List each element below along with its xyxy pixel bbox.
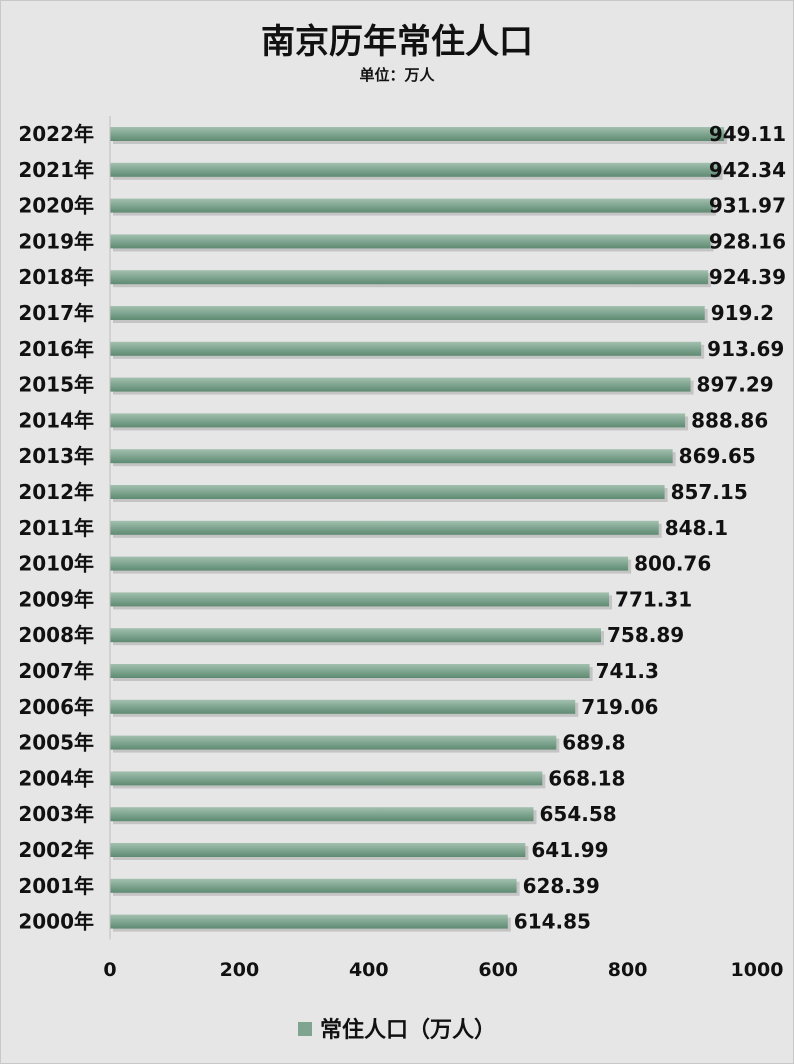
category-label: 2002年 [18, 838, 94, 862]
category-label: 2020年 [18, 194, 94, 218]
data-label: 800.76 [634, 552, 711, 576]
category-label: 2007年 [18, 659, 94, 683]
bar [110, 198, 713, 213]
bar [110, 449, 673, 464]
data-label: 913.69 [707, 337, 784, 361]
category-label: 2006年 [18, 695, 94, 719]
chart-subtitle: 单位：万人 [359, 66, 435, 84]
data-label: 869.65 [679, 444, 756, 468]
category-label: 2013年 [18, 444, 94, 468]
data-label: 919.2 [711, 301, 774, 325]
data-label: 654.58 [540, 802, 617, 826]
bar [110, 771, 543, 786]
bar [110, 914, 508, 929]
data-label: 897.29 [697, 373, 774, 397]
x-tick-label: 0 [103, 959, 116, 981]
bar [110, 377, 691, 392]
category-label: 2000年 [18, 910, 94, 934]
category-label: 2017年 [18, 301, 94, 325]
data-label: 857.15 [671, 480, 748, 504]
data-label: 888.86 [691, 408, 768, 432]
category-label: 2005年 [18, 731, 94, 755]
category-label: 2016年 [18, 337, 94, 361]
bar [110, 699, 576, 714]
bar [110, 306, 705, 320]
data-label: 628.39 [523, 874, 600, 898]
bar [110, 664, 590, 678]
category-label: 2021年 [18, 158, 94, 182]
bar [110, 878, 517, 893]
category-label: 2022年 [18, 122, 94, 146]
data-label: 689.8 [562, 731, 625, 755]
data-label: 949.11 [709, 122, 786, 146]
bar [110, 807, 534, 822]
category-label: 2009年 [18, 587, 94, 611]
bar [110, 843, 526, 857]
legend: 常住人口（万人） [0, 1012, 794, 1044]
bar [110, 485, 665, 499]
chart-title: 南京历年常住人口 [261, 22, 533, 62]
bar [110, 162, 720, 177]
data-label: 931.97 [709, 194, 786, 218]
category-label: 2015年 [18, 373, 94, 397]
data-label: 928.16 [709, 229, 786, 253]
category-label: 2001年 [18, 874, 94, 898]
x-tick-label: 400 [349, 959, 389, 981]
category-label: 2011年 [18, 516, 94, 540]
bar [110, 413, 686, 428]
bar [110, 592, 610, 607]
bar [110, 520, 659, 535]
category-label: 2019年 [18, 229, 94, 253]
category-label: 2004年 [18, 766, 94, 790]
data-label: 771.31 [615, 587, 692, 611]
legend-swatch [297, 1022, 312, 1036]
bar [110, 556, 629, 571]
bar [110, 735, 557, 750]
bar [110, 341, 702, 356]
bar [110, 127, 725, 141]
data-label: 924.39 [709, 265, 786, 289]
category-label: 2018年 [18, 265, 94, 289]
category-label: 2010年 [18, 552, 94, 576]
x-tick-label: 1000 [731, 959, 784, 981]
legend-label: 常住人口（万人） [319, 1018, 496, 1043]
data-label: 741.3 [596, 659, 659, 683]
data-label: 668.18 [548, 766, 625, 790]
x-tick-label: 600 [478, 959, 518, 981]
data-label: 758.89 [607, 623, 684, 647]
data-label: 719.06 [581, 695, 658, 719]
data-label: 614.85 [514, 910, 591, 934]
x-tick-label: 800 [608, 959, 648, 981]
category-label: 2008年 [18, 623, 94, 647]
plot-area: 2022年 949.11 2021年 942.34 2020年 931.97 2019年 92… [18, 116, 786, 981]
data-label: 848.1 [665, 516, 728, 540]
bar [110, 628, 602, 643]
data-label: 641.99 [531, 838, 608, 862]
data-label: 942.34 [709, 158, 786, 182]
category-label: 2012年 [18, 480, 94, 504]
category-label: 2014年 [18, 408, 94, 432]
category-label: 2003年 [18, 802, 94, 826]
bar [110, 270, 709, 285]
bar [110, 234, 711, 249]
x-tick-label: 200 [220, 959, 260, 981]
